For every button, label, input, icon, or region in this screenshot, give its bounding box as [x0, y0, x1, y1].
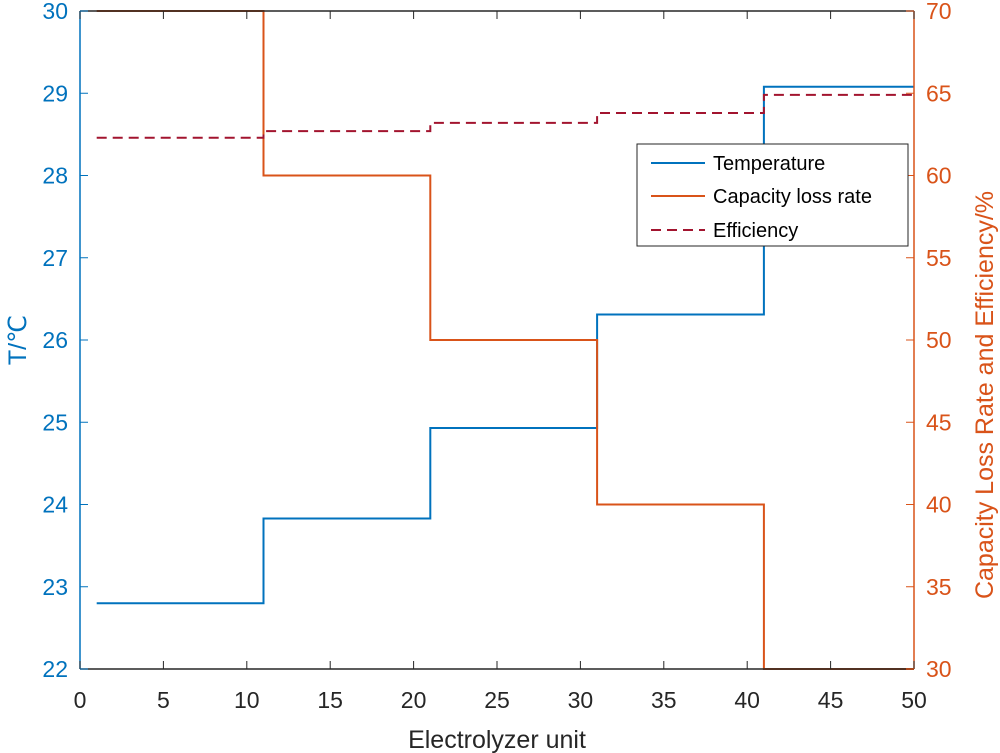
y-left-tick-label: 22	[42, 656, 68, 682]
y-right-tick-label: 50	[926, 327, 952, 353]
y-left-tick-label: 25	[42, 409, 68, 435]
legend-label-capacity: Capacity loss rate	[713, 186, 872, 208]
x-tick-label: 40	[734, 687, 760, 713]
y-left-tick-label: 29	[42, 80, 68, 106]
x-tick-label: 30	[568, 687, 594, 713]
y-right-tick-label: 60	[926, 163, 952, 189]
x-axis-title: Electrolyzer unit	[408, 726, 586, 753]
y-left-tick-label: 24	[42, 492, 68, 518]
y-right-tick-label: 65	[926, 80, 952, 106]
y-right-tick-label: 55	[926, 245, 952, 271]
y-right-tick-label: 35	[926, 574, 952, 600]
y-right-tick-label: 45	[926, 409, 952, 435]
x-tick-label: 35	[651, 687, 677, 713]
y-right-tick-label: 70	[926, 0, 952, 24]
y-left-tick-label: 27	[42, 245, 68, 271]
y-left-tick-label: 23	[42, 574, 68, 600]
y-left-axis-title: T/℃	[4, 315, 32, 365]
y-left-tick-label: 30	[42, 0, 68, 24]
x-tick-label: 10	[234, 687, 260, 713]
x-tick-label: 45	[818, 687, 844, 713]
y-right-tick-label: 40	[926, 492, 952, 518]
x-tick-label: 15	[317, 687, 343, 713]
chart: 0 5 10 15 20 25 30 35 40 45 50 22 23 24 25 26 27 28 29 30 30…	[0, 0, 1000, 753]
y-right-axis-title: Capacity Loss Rate and Efficiency/%	[971, 191, 999, 599]
legend-label-efficiency: Efficiency	[713, 220, 798, 242]
y-left-tick-label: 26	[42, 327, 68, 353]
x-tick-label: 5	[157, 687, 170, 713]
legend: Temperature Capacity loss rate Efficienc…	[637, 144, 908, 246]
y-left-tick-label: 28	[42, 163, 68, 189]
legend-label-temperature: Temperature	[713, 153, 825, 175]
x-tick-label: 0	[74, 687, 87, 713]
y-right-tick-label: 30	[926, 656, 952, 682]
x-tick-label: 25	[484, 687, 510, 713]
x-tick-label: 20	[401, 687, 427, 713]
x-tick-label: 50	[901, 687, 927, 713]
